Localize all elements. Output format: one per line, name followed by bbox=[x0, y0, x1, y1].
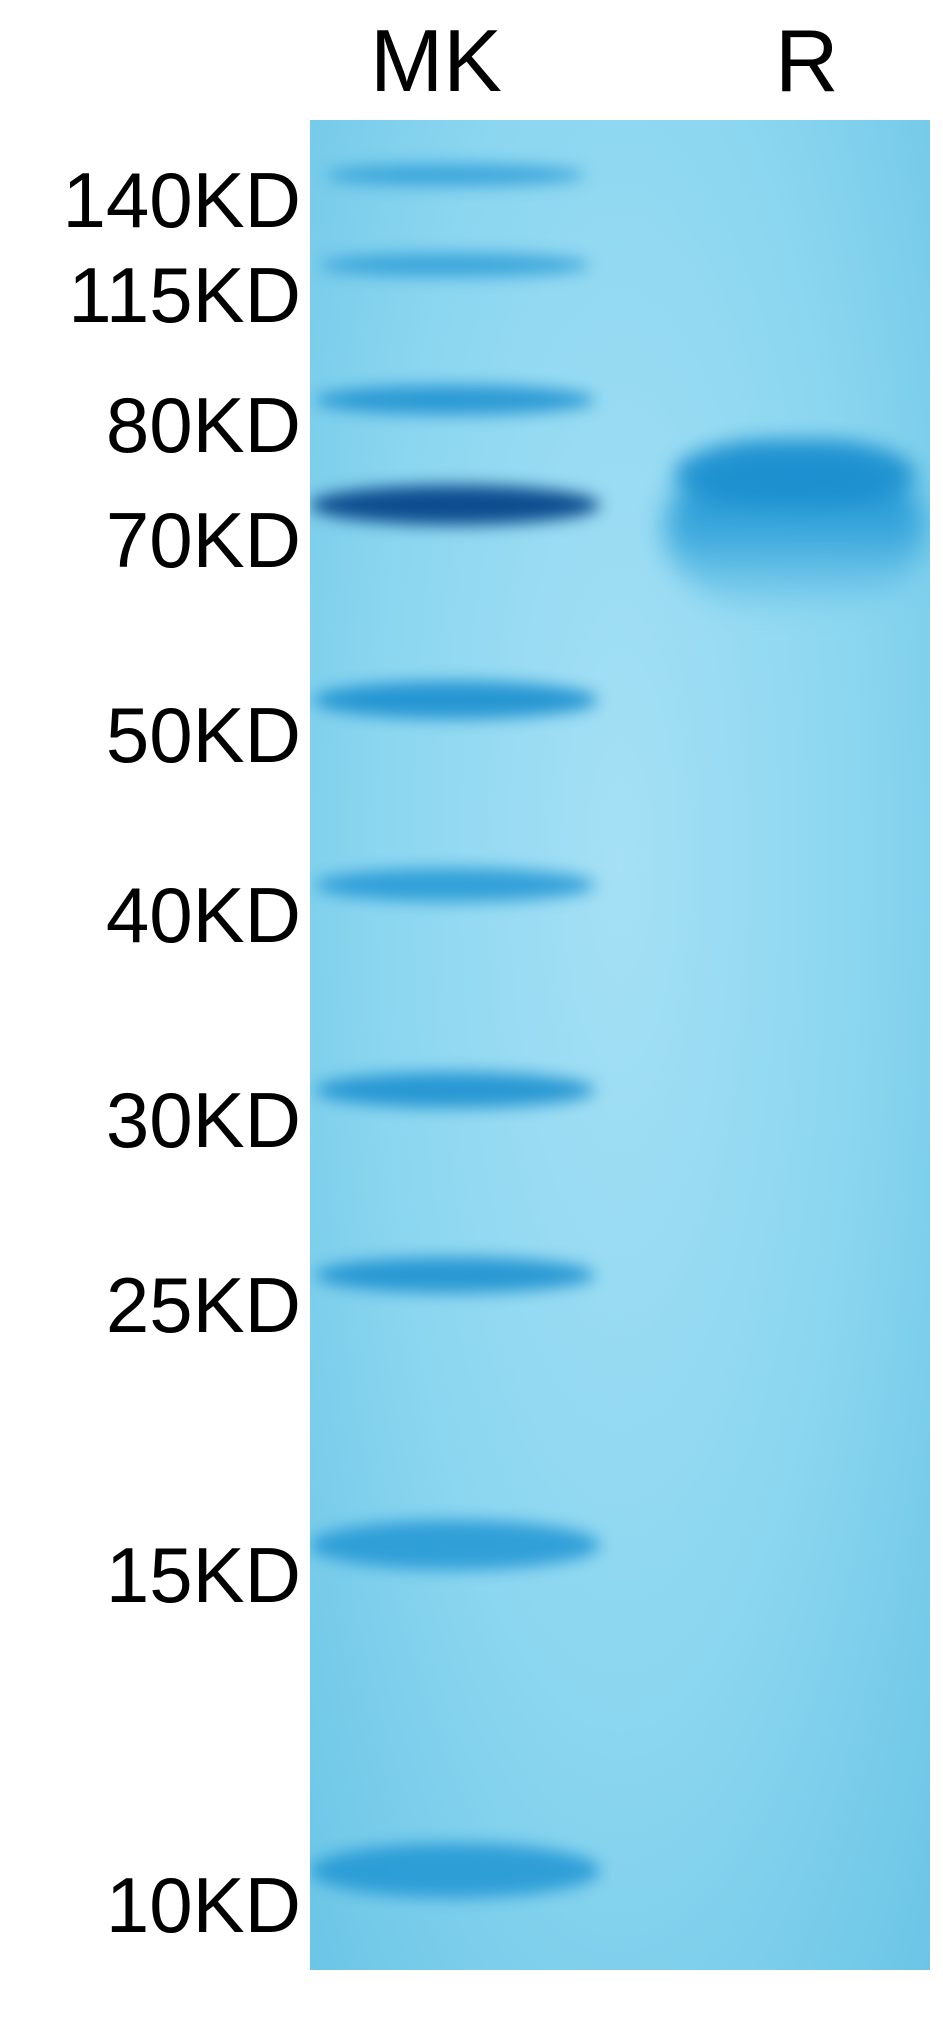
marker-label-50: 50KD bbox=[106, 690, 301, 781]
marker-band bbox=[310, 1520, 600, 1570]
marker-band bbox=[325, 164, 585, 186]
marker-label-80: 80KD bbox=[106, 380, 301, 471]
marker-label-30: 30KD bbox=[106, 1075, 301, 1166]
marker-band bbox=[313, 681, 598, 719]
marker-label-40: 40KD bbox=[106, 870, 301, 961]
marker-band bbox=[315, 1257, 595, 1293]
marker-label-25: 25KD bbox=[106, 1260, 301, 1351]
marker-band bbox=[315, 385, 595, 415]
marker-label-140: 140KD bbox=[63, 155, 302, 246]
marker-label-70: 70KD bbox=[106, 495, 301, 586]
marker-label-10: 10KD bbox=[106, 1860, 301, 1951]
marker-band bbox=[310, 1843, 600, 1898]
marker-label-115: 115KD bbox=[68, 250, 301, 341]
marker-band bbox=[315, 868, 595, 902]
lane-label-sample: R bbox=[775, 10, 839, 112]
marker-band bbox=[315, 1072, 595, 1108]
marker-label-15: 15KD bbox=[106, 1530, 301, 1621]
gel-region bbox=[310, 120, 930, 1970]
gel-figure: MK R 140KD 115KD 80KD 70KD 50KD 40KD 30K… bbox=[0, 0, 943, 2022]
marker-band bbox=[320, 253, 590, 277]
lane-label-marker: MK bbox=[370, 10, 502, 112]
marker-band bbox=[310, 485, 600, 525]
sample-band-top bbox=[675, 442, 915, 506]
